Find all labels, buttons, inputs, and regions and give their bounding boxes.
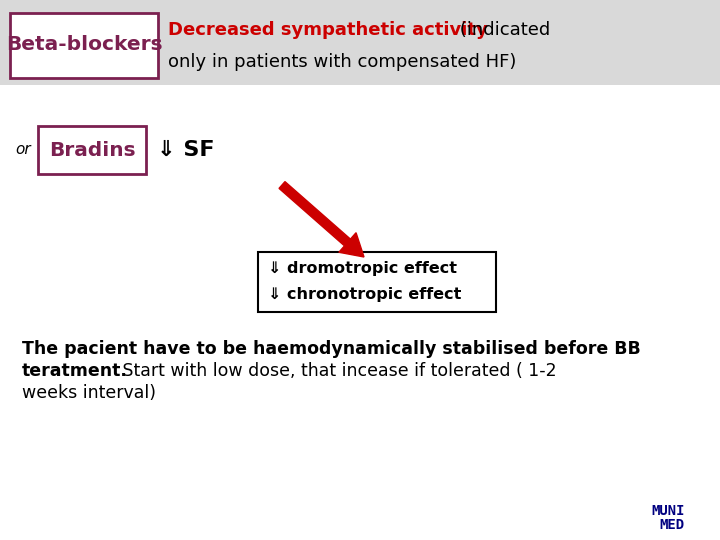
- Text: ⇓ SF: ⇓ SF: [157, 140, 215, 160]
- Text: MUNI: MUNI: [652, 504, 685, 518]
- FancyBboxPatch shape: [10, 13, 158, 78]
- FancyBboxPatch shape: [38, 126, 146, 174]
- FancyArrow shape: [279, 181, 364, 257]
- FancyBboxPatch shape: [0, 0, 720, 85]
- Text: MED: MED: [660, 518, 685, 532]
- Text: The pacient have to be haemodynamically stabilised before BB: The pacient have to be haemodynamically …: [22, 340, 641, 358]
- Text: or: or: [15, 143, 31, 158]
- Text: Decreased sympathetic activity: Decreased sympathetic activity: [168, 21, 487, 39]
- Text: only in patients with compensated HF): only in patients with compensated HF): [168, 53, 516, 71]
- Text: (indicated: (indicated: [454, 21, 550, 39]
- Text: ⇓ chronotropic effect: ⇓ chronotropic effect: [268, 287, 462, 302]
- Text: teratment.: teratment.: [22, 362, 128, 380]
- Text: ⇓ dromotropic effect: ⇓ dromotropic effect: [268, 260, 457, 275]
- Text: Beta-blockers: Beta-blockers: [6, 36, 162, 55]
- FancyBboxPatch shape: [258, 252, 496, 312]
- Text: Bradins: Bradins: [49, 140, 135, 159]
- Text: Start with low dose, that incease if tolerated ( 1-2: Start with low dose, that incease if tol…: [117, 362, 557, 380]
- Text: weeks interval): weeks interval): [22, 384, 156, 402]
